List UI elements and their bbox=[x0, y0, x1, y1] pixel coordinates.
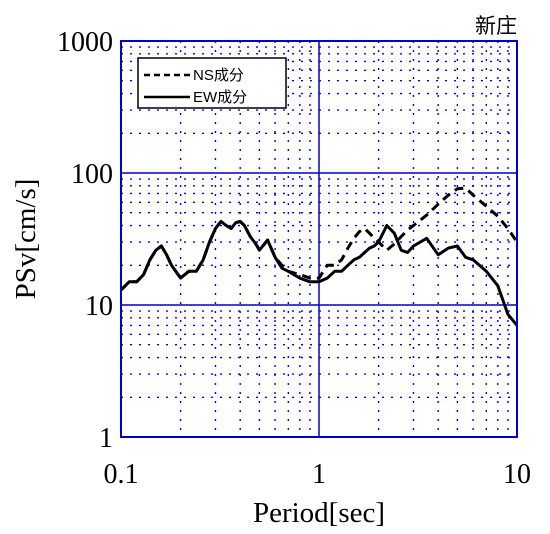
x-tick-label: 0.1 bbox=[104, 459, 139, 490]
y-tick-label: 100 bbox=[71, 159, 113, 190]
x-axis-label: Period[sec] bbox=[253, 497, 385, 529]
series-layer bbox=[119, 186, 519, 327]
legend: NS成分 EW成分 bbox=[137, 57, 287, 109]
tick-labels: 0.1 1 10 1 10 100 1000 bbox=[57, 27, 531, 490]
chart-title: 新庄 bbox=[475, 14, 517, 38]
y-axis-label: PSv[cm/s] bbox=[10, 179, 42, 300]
plot-frame bbox=[120, 40, 518, 438]
x-tick-label: 10 bbox=[503, 459, 531, 490]
series-line-ns bbox=[119, 186, 519, 292]
legend-box bbox=[137, 57, 287, 109]
x-tick-label: 1 bbox=[312, 459, 326, 490]
series-line-ew bbox=[119, 219, 519, 327]
y-tick-label: 1000 bbox=[57, 27, 113, 58]
y-tick-label: 1 bbox=[99, 423, 113, 454]
legend-label-ew: EW成分 bbox=[193, 89, 247, 106]
legend-label-ns: NS成分 bbox=[193, 67, 244, 84]
y-tick-label: 10 bbox=[85, 291, 113, 322]
